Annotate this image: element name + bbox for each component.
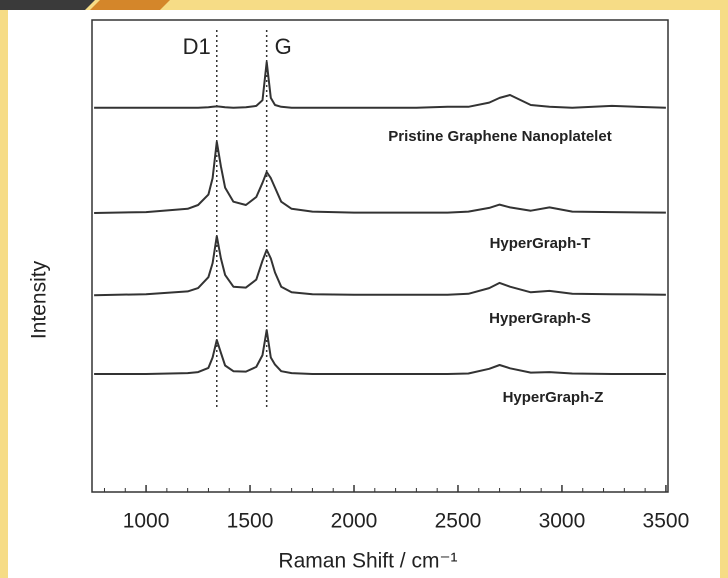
plot-frame [91,19,669,493]
x-tick-label: 3000 [539,510,586,533]
tab-dark [0,0,95,10]
spectrum-line [94,61,666,109]
annotation: D1 [183,34,211,59]
x-axis-label: Raman Shift / cm⁻¹ [278,550,457,573]
y-axis-label: Intensity [28,260,51,339]
series-label: HyperGraph-Z [503,389,604,406]
x-tick-label: 2500 [435,510,482,533]
spectrum-line [94,329,666,375]
x-tick-label: 3500 [643,510,690,533]
series-label: HyperGraph-S [489,310,591,327]
x-tick-label: 2000 [331,510,378,533]
x-tick-label: 1500 [227,510,274,533]
tab-orange [90,0,170,10]
spectrum-line [94,140,666,214]
spectrum-line [94,235,666,297]
series-label: Pristine Graphene Nanoplatelet [388,128,611,145]
annotation: G [275,34,292,59]
series-label: HyperGraph-T [490,235,591,252]
x-tick-label: 1000 [123,510,170,533]
